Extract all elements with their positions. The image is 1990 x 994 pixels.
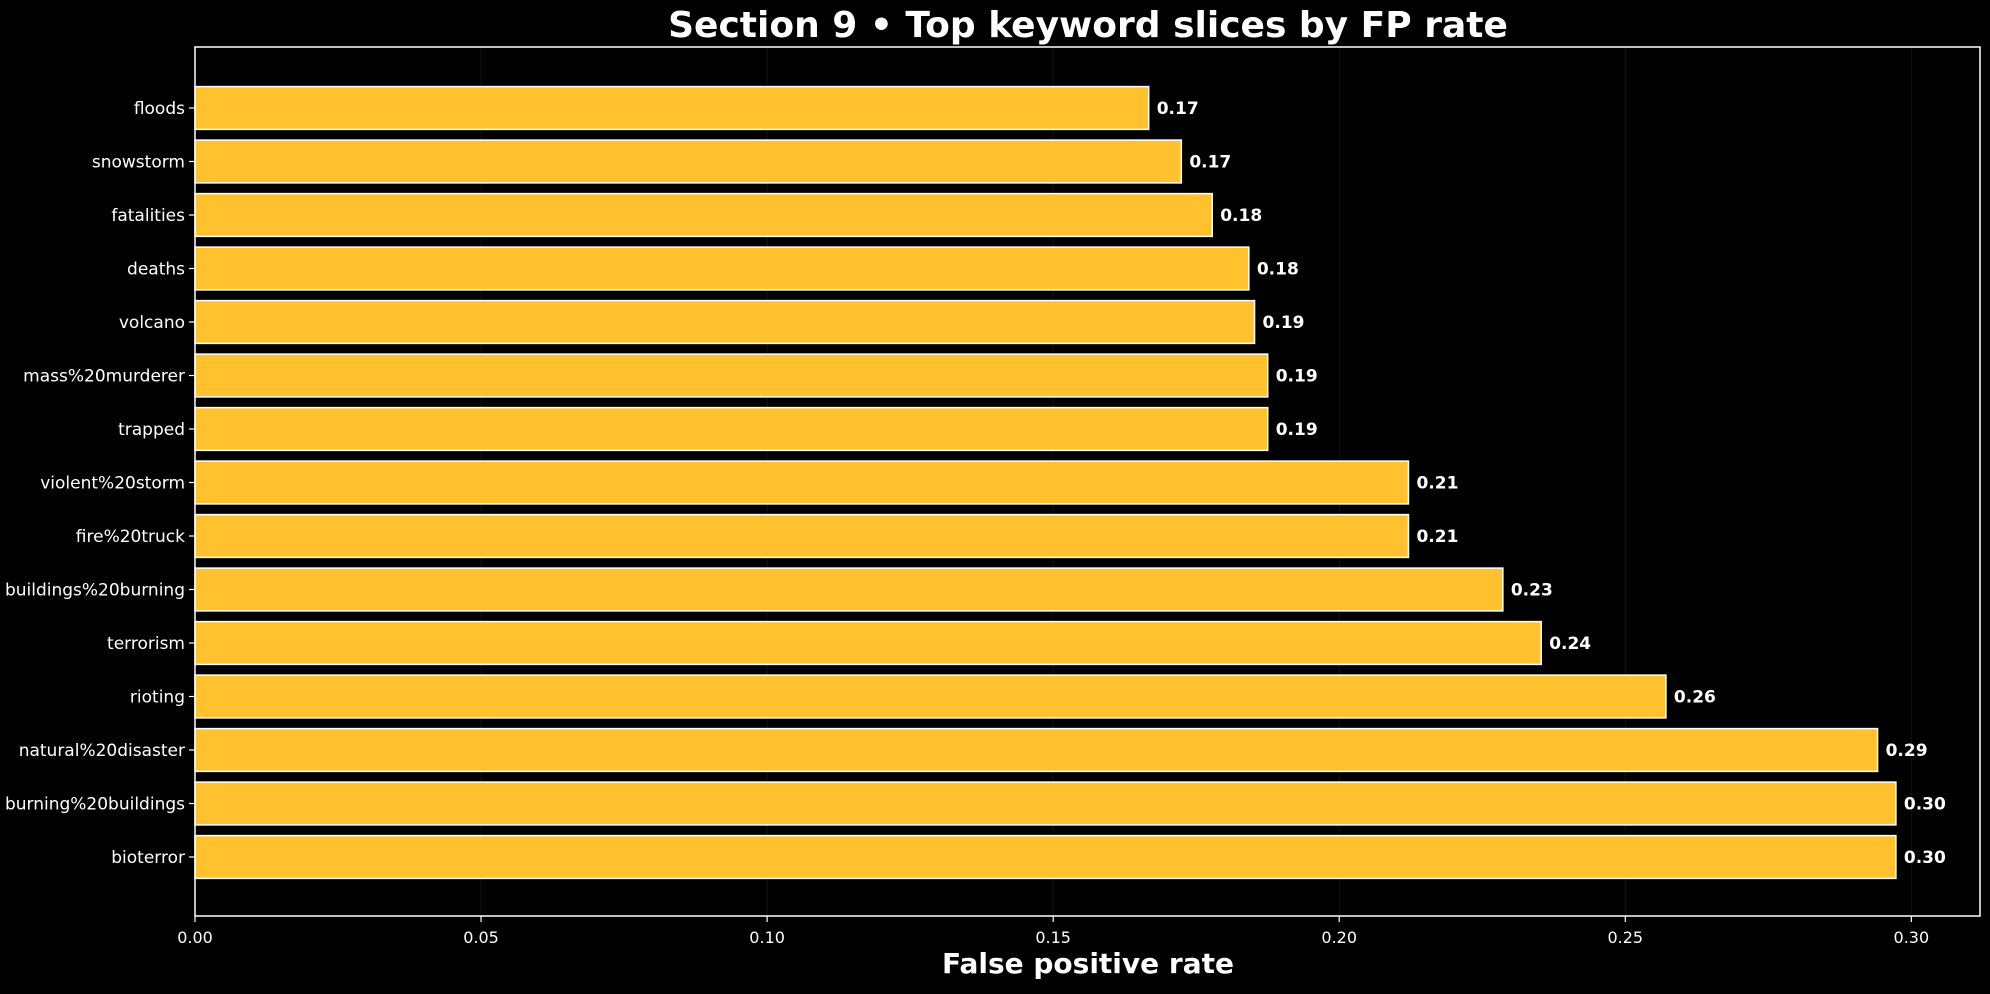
x-tick-label: 0.20 — [1321, 928, 1357, 947]
value-label: 0.17 — [1157, 99, 1199, 119]
value-label: 0.17 — [1189, 153, 1231, 173]
x-tick-label: 0.05 — [463, 928, 499, 947]
value-label: 0.18 — [1257, 260, 1299, 280]
bar — [194, 513, 1410, 559]
category-label: burning%20buildings — [5, 795, 185, 815]
value-label: 0.21 — [1416, 474, 1458, 494]
category-label: mass%20murderer — [23, 367, 185, 387]
category-label: natural%20disaster — [19, 741, 185, 761]
x-tick-label: 0.15 — [1035, 928, 1071, 947]
category-label: deaths — [127, 260, 185, 280]
bars — [194, 85, 1897, 880]
value-label: 0.21 — [1416, 527, 1458, 547]
bar — [194, 192, 1213, 238]
bar — [194, 834, 1897, 880]
bar — [194, 674, 1667, 719]
bar — [194, 353, 1269, 398]
category-label: trapped — [118, 420, 185, 440]
x-axis-label: False positive rate — [942, 947, 1234, 980]
value-label: 0.29 — [1886, 741, 1928, 761]
value-label: 0.24 — [1549, 634, 1591, 654]
bar — [194, 406, 1269, 452]
bar — [194, 246, 1250, 291]
value-label: 0.30 — [1904, 795, 1946, 815]
category-label: snowstorm — [92, 153, 185, 173]
bar — [194, 299, 1256, 345]
value-label: 0.23 — [1511, 581, 1553, 601]
category-label: bioterror — [111, 848, 185, 868]
category-label: rioting — [130, 688, 185, 708]
bar — [194, 567, 1504, 612]
value-label: 0.26 — [1674, 688, 1716, 708]
category-label: volcano — [119, 313, 185, 333]
x-tick-label: 0.10 — [749, 928, 785, 947]
bar — [194, 85, 1150, 131]
plot-frame — [194, 46, 1981, 917]
bar — [194, 620, 1542, 666]
bar — [194, 139, 1183, 184]
x-tick-label: 0.25 — [1607, 928, 1643, 947]
category-label: fire%20truck — [76, 527, 185, 547]
category-label: fatalities — [111, 206, 185, 226]
x-tick-label: 0.30 — [1894, 928, 1930, 947]
x-axis-ticks: 0.00 0.05 0.10 0.15 0.20 0.25 0.30 — [177, 916, 1929, 947]
value-label: 0.19 — [1276, 367, 1318, 387]
category-label: violent%20storm — [40, 474, 185, 494]
x-tick-label: 0.00 — [177, 928, 213, 947]
bar — [194, 727, 1879, 773]
category-labels: floods snowstorm fatalities deaths volcano ma… — [5, 99, 195, 868]
category-label: terrorism — [107, 634, 185, 654]
chart-title: Section 9 • Top keyword slices by FP rat… — [668, 5, 1508, 46]
value-labels: 0.17 0.17 0.18 0.18 0.19 0.19 0.19 0.21 0.21 0.23… — [1157, 99, 1946, 868]
bar — [194, 781, 1897, 826]
value-label: 0.18 — [1220, 206, 1262, 226]
value-label: 0.19 — [1263, 313, 1305, 333]
value-label: 0.30 — [1904, 848, 1946, 868]
category-label: floods — [134, 99, 185, 119]
value-label: 0.19 — [1276, 420, 1318, 440]
category-label: buildings%20burning — [5, 581, 185, 601]
bar — [194, 460, 1410, 505]
